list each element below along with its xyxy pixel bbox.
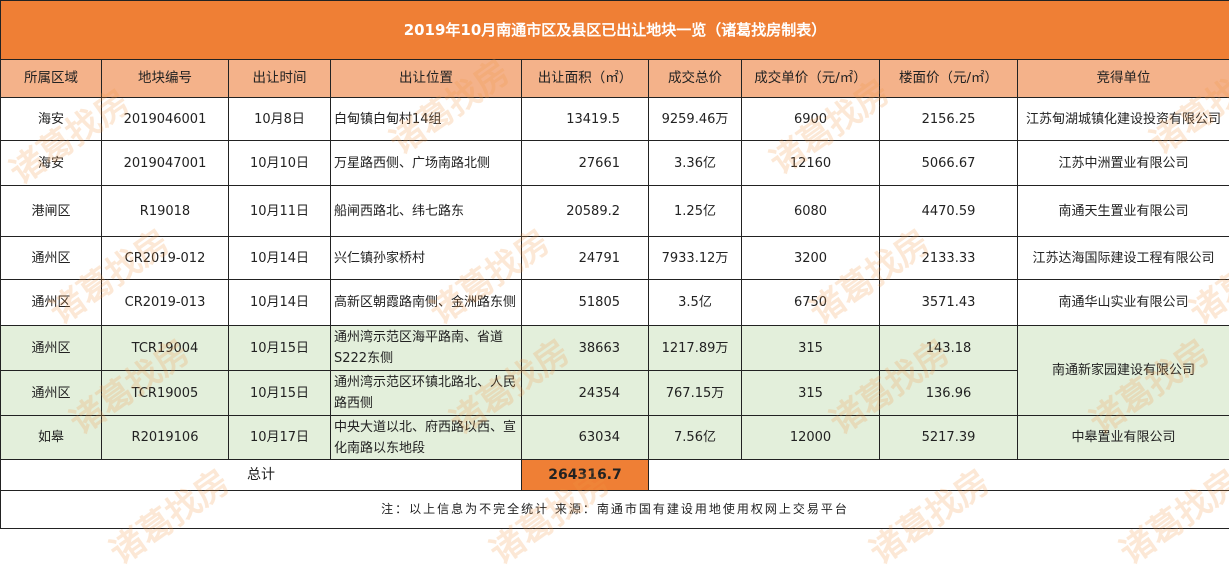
cell-size: 13419.5	[522, 98, 649, 141]
cell-winner: 中皋置业有限公司	[1018, 416, 1229, 460]
cell-total: 3.36亿	[649, 141, 742, 186]
cell-winner: 南通华山实业有限公司	[1018, 280, 1229, 326]
cell-size: 24354	[522, 371, 649, 416]
cell-loc: 船闸西路北、纬七路东	[331, 186, 522, 237]
cell-loc: 兴仁镇孙家桥村	[331, 237, 522, 280]
cell-date: 10月14日	[229, 280, 331, 326]
cell-total: 7933.12万	[649, 237, 742, 280]
cell-loc: 白甸镇白甸村14组	[331, 98, 522, 141]
cell-winner: 江苏中洲置业有限公司	[1018, 141, 1229, 186]
cell-floor: 5217.39	[880, 416, 1018, 460]
cell-winner: 南通新家园建设有限公司	[1018, 326, 1229, 416]
cell-winner: 江苏甸湖城镇化建设投资有限公司	[1018, 98, 1229, 141]
table-title: 2019年10月南通市区及县区已出让地块一览（诸葛找房制表）	[1, 1, 1229, 60]
cell-unit: 12000	[742, 416, 880, 460]
total-empty	[649, 460, 1229, 491]
cell-unit: 3200	[742, 237, 880, 280]
source-note: 注：以上信息为不完全统计 来源：南通市国有建设用地使用权网上交易平台	[1, 491, 1229, 529]
cell-date: 10月14日	[229, 237, 331, 280]
cell-loc: 中央大道以北、府西路以西、宣化南路以东地段	[331, 416, 522, 460]
cell-size: 20589.2	[522, 186, 649, 237]
cell-area: 通州区	[1, 280, 102, 326]
header-row: 所属区域地块编号出让时间出让位置出让面积（㎡）成交总价成交单价（元/㎡）楼面价（…	[1, 60, 1229, 98]
cell-size: 38663	[522, 326, 649, 371]
cell-floor: 2156.25	[880, 98, 1018, 141]
cell-id: TCR19004	[102, 326, 229, 371]
cell-winner: 江苏达海国际建设工程有限公司	[1018, 237, 1229, 280]
total-size: 264316.7	[522, 460, 649, 491]
cell-unit: 6080	[742, 186, 880, 237]
cell-total: 7.56亿	[649, 416, 742, 460]
cell-total: 9259.46万	[649, 98, 742, 141]
total-label: 总计	[1, 460, 522, 491]
cell-size: 24791	[522, 237, 649, 280]
cell-id: TCR19005	[102, 371, 229, 416]
cell-id: 2019047001	[102, 141, 229, 186]
cell-id: R19018	[102, 186, 229, 237]
cell-area: 通州区	[1, 237, 102, 280]
cell-area: 如皋	[1, 416, 102, 460]
column-header: 出让面积（㎡）	[522, 60, 649, 98]
cell-size: 27661	[522, 141, 649, 186]
cell-area: 通州区	[1, 326, 102, 371]
cell-date: 10月11日	[229, 186, 331, 237]
cell-loc: 通州湾示范区海平路南、省道S222东侧	[331, 326, 522, 371]
cell-date: 10月10日	[229, 141, 331, 186]
cell-unit: 6900	[742, 98, 880, 141]
cell-floor: 3571.43	[880, 280, 1018, 326]
cell-area: 海安	[1, 141, 102, 186]
column-header: 所属区域	[1, 60, 102, 98]
cell-id: R2019106	[102, 416, 229, 460]
column-header: 竞得单位	[1018, 60, 1229, 98]
cell-area: 海安	[1, 98, 102, 141]
cell-floor: 4470.59	[880, 186, 1018, 237]
cell-date: 10月17日	[229, 416, 331, 460]
cell-winner: 南通天生置业有限公司	[1018, 186, 1229, 237]
column-header: 成交单价（元/㎡）	[742, 60, 880, 98]
land-table: 2019年10月南通市区及县区已出让地块一览（诸葛找房制表） 所属区域地块编号出…	[0, 0, 1229, 529]
cell-date: 10月15日	[229, 326, 331, 371]
cell-total: 1217.89万	[649, 326, 742, 371]
cell-loc: 万星路西侧、广场南路北侧	[331, 141, 522, 186]
cell-id: CR2019-012	[102, 237, 229, 280]
cell-id: 2019046001	[102, 98, 229, 141]
column-header: 成交总价	[649, 60, 742, 98]
cell-size: 51805	[522, 280, 649, 326]
cell-floor: 136.96	[880, 371, 1018, 416]
column-header: 地块编号	[102, 60, 229, 98]
cell-id: CR2019-013	[102, 280, 229, 326]
cell-unit: 12160	[742, 141, 880, 186]
cell-area: 通州区	[1, 371, 102, 416]
cell-loc: 高新区朝霞路南侧、金洲路东侧	[331, 280, 522, 326]
cell-unit: 315	[742, 326, 880, 371]
cell-unit: 6750	[742, 280, 880, 326]
cell-loc: 通州湾示范区环镇北路北、人民路西侧	[331, 371, 522, 416]
cell-area: 港闸区	[1, 186, 102, 237]
cell-floor: 5066.67	[880, 141, 1018, 186]
column-header: 楼面价（元/㎡）	[880, 60, 1018, 98]
cell-date: 10月15日	[229, 371, 331, 416]
cell-total: 1.25亿	[649, 186, 742, 237]
cell-total: 3.5亿	[649, 280, 742, 326]
cell-size: 63034	[522, 416, 649, 460]
cell-unit: 315	[742, 371, 880, 416]
cell-floor: 143.18	[880, 326, 1018, 371]
cell-total: 767.15万	[649, 371, 742, 416]
column-header: 出让位置	[331, 60, 522, 98]
column-header: 出让时间	[229, 60, 331, 98]
cell-floor: 2133.33	[880, 237, 1018, 280]
cell-date: 10月8日	[229, 98, 331, 141]
